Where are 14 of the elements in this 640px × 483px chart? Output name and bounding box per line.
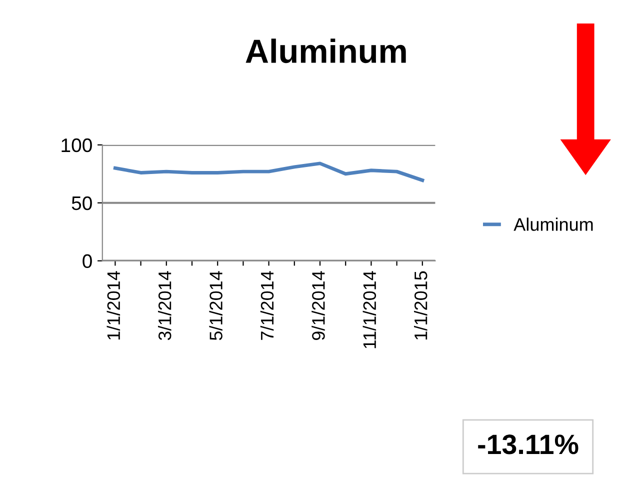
x-tick-label: 1/1/2014: [106, 271, 120, 340]
y-tick-label: 0: [82, 254, 92, 268]
text: -13.11%: [478, 434, 578, 454]
x-tick-label: 5/1/2014: [209, 271, 222, 340]
chart-title: Aluminum: [246, 38, 406, 64]
line-series: [113, 162, 424, 182]
legend-label: Aluminum: [514, 218, 593, 231]
x-tick-label: 3/1/2014: [158, 271, 172, 340]
x-tick-label: 1/1/2015: [414, 271, 428, 340]
x-tick-label: 11/1/2014: [362, 271, 376, 348]
y-tick-label: 50: [72, 196, 92, 210]
y-tick-label: 100: [62, 138, 92, 152]
x-tick-label: 9/1/2014: [312, 271, 325, 340]
x-tick-label: 7/1/2014: [260, 271, 274, 340]
